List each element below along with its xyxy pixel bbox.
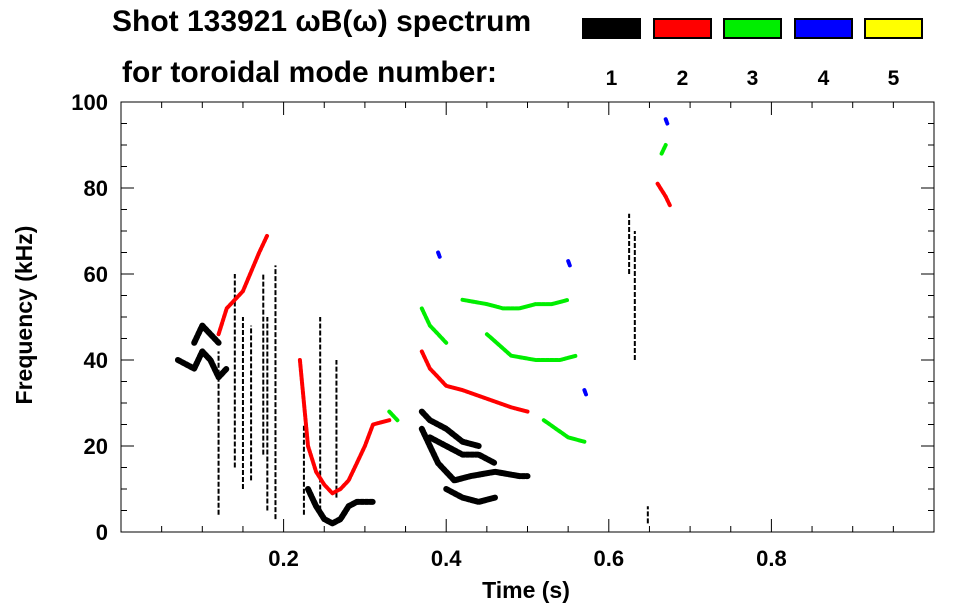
y-tick-label: 60 bbox=[84, 262, 108, 287]
spectrum-trace bbox=[443, 486, 498, 505]
spectrum-trace bbox=[174, 348, 230, 381]
chart-title-line1: Shot 133921 ωB(ω) spectrum bbox=[112, 5, 532, 38]
y-axis-label: Frequency (kHz) bbox=[11, 226, 37, 405]
legend-swatch-3 bbox=[723, 18, 782, 39]
series-n4 bbox=[436, 117, 670, 397]
spectrum-trace bbox=[418, 408, 482, 449]
x-tick-label: 0.2 bbox=[268, 546, 299, 571]
series-n2 bbox=[216, 181, 672, 496]
spectrum-trace bbox=[582, 388, 588, 397]
legend-swatch-4 bbox=[794, 18, 853, 39]
spectrum-trace bbox=[460, 297, 571, 311]
spectrum-trace bbox=[484, 332, 579, 362]
spectrum-trace bbox=[419, 349, 530, 414]
legend-label-2: 2 bbox=[676, 67, 689, 90]
x-tick-label: 0.8 bbox=[756, 546, 787, 571]
plot-frame bbox=[120, 101, 935, 533]
spectrum-trace bbox=[566, 259, 572, 268]
spectrum-trace bbox=[418, 425, 531, 484]
spectrum-trace bbox=[419, 306, 449, 345]
series-n1 bbox=[174, 213, 649, 527]
y-tick-label: 100 bbox=[71, 90, 108, 115]
series-n3 bbox=[387, 143, 668, 444]
spectrum-trace bbox=[216, 233, 270, 337]
spectrum-trace bbox=[191, 322, 222, 346]
spectrum-trace bbox=[426, 434, 498, 467]
x-axis-label: Time (s) bbox=[482, 577, 570, 603]
tick-labels: 0 20 40 60 80 100 0.2 0.4 0.6 0.8 bbox=[71, 90, 786, 571]
legend-label-5: 5 bbox=[887, 67, 900, 90]
legend-swatch-5 bbox=[864, 18, 923, 39]
legend-label-1: 1 bbox=[605, 67, 618, 90]
spectrum-trace bbox=[655, 181, 672, 208]
y-tick-label: 0 bbox=[96, 520, 108, 545]
y-tick-label: 20 bbox=[84, 434, 108, 459]
plot-data bbox=[174, 117, 672, 527]
spectrum-trace bbox=[297, 358, 392, 496]
legend-swatch-2 bbox=[653, 18, 712, 39]
chart-title-line2: for toroidal mode number: bbox=[122, 56, 497, 89]
legend-swatch-1 bbox=[582, 18, 641, 39]
legend-label-4: 4 bbox=[817, 67, 830, 90]
y-tick-label: 80 bbox=[84, 176, 108, 201]
spectrum-trace bbox=[659, 143, 668, 156]
x-tick-label: 0.4 bbox=[431, 546, 462, 571]
spectrum-trace bbox=[663, 117, 670, 126]
spectrum-trace bbox=[436, 250, 442, 259]
legend-label-3: 3 bbox=[746, 67, 759, 90]
x-tick-label: 0.6 bbox=[594, 546, 625, 571]
spectrum-trace bbox=[305, 486, 376, 527]
spectrum-trace bbox=[387, 409, 400, 423]
spectrum-trace bbox=[541, 418, 587, 444]
y-tick-label: 40 bbox=[84, 348, 108, 373]
